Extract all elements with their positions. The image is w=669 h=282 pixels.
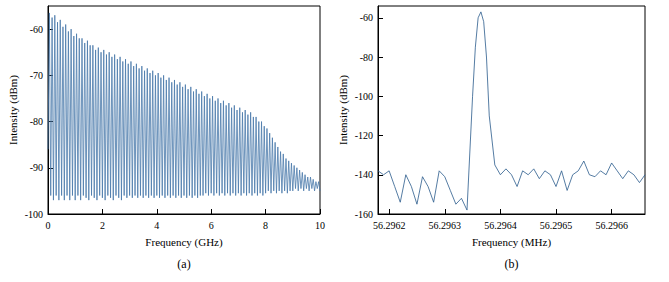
- svg-text:Intensity (dBm): Intensity (dBm): [7, 75, 20, 145]
- svg-text:-70: -70: [30, 70, 43, 81]
- svg-text:Frequency (GHz): Frequency (GHz): [145, 236, 223, 249]
- svg-text:Frequency (MHz): Frequency (MHz): [472, 236, 551, 249]
- svg-text:-80: -80: [360, 52, 373, 63]
- svg-text:Intensity (dBm): Intensity (dBm): [337, 75, 350, 145]
- svg-text:56.2966: 56.2966: [595, 220, 628, 231]
- svg-text:0: 0: [46, 220, 51, 231]
- svg-text:56.2965: 56.2965: [540, 220, 573, 231]
- svg-text:2: 2: [100, 220, 105, 231]
- svg-text:56.2964: 56.2964: [484, 220, 517, 231]
- svg-text:-80: -80: [30, 116, 43, 127]
- svg-text:-100: -100: [25, 209, 43, 220]
- svg-text:6: 6: [209, 220, 214, 231]
- svg-text:8: 8: [263, 220, 268, 231]
- svg-text:-140: -140: [355, 169, 373, 180]
- svg-text:-60: -60: [30, 24, 43, 35]
- svg-text:-60: -60: [360, 12, 373, 23]
- svg-text:-100: -100: [355, 91, 373, 102]
- svg-text:-160: -160: [355, 209, 373, 220]
- svg-text:-90: -90: [30, 162, 43, 173]
- svg-text:(a): (a): [177, 257, 190, 271]
- svg-text:56.2963: 56.2963: [429, 220, 462, 231]
- svg-text:10: 10: [315, 220, 325, 231]
- svg-text:4: 4: [154, 220, 159, 231]
- svg-text:56.2962: 56.2962: [373, 220, 406, 231]
- svg-text:(b): (b): [505, 257, 519, 271]
- svg-text:-120: -120: [355, 130, 373, 141]
